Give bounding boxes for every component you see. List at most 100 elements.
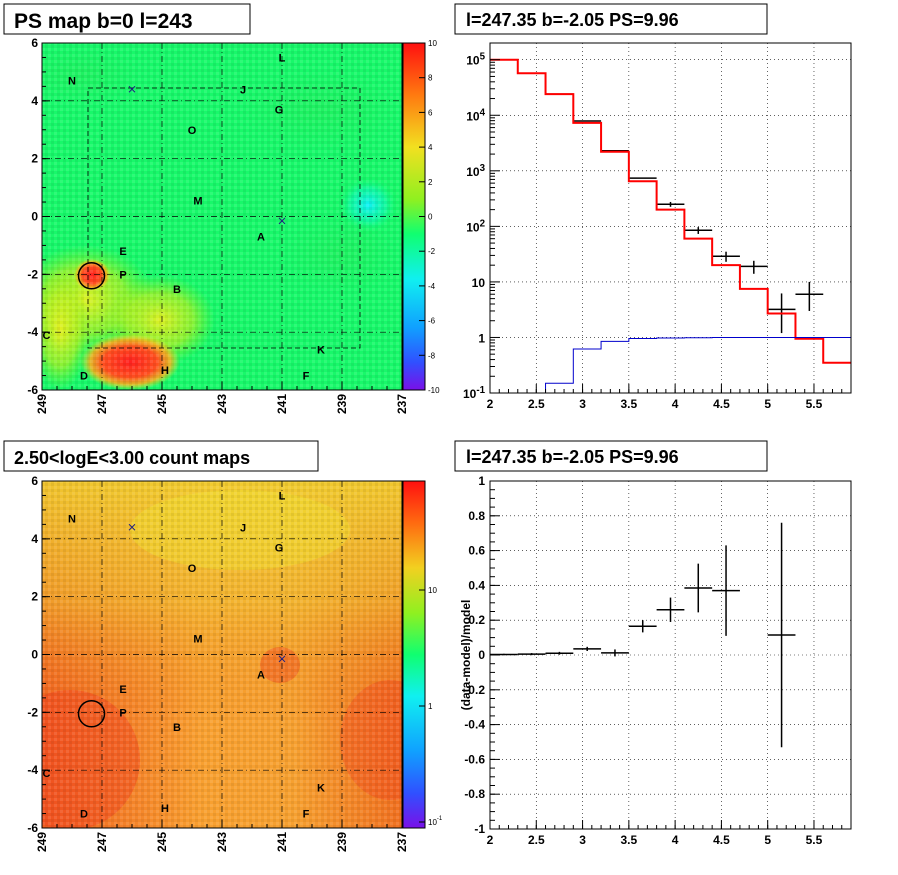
map-tick-label-y: -6 — [27, 383, 38, 397]
source-label-L: L — [279, 490, 286, 502]
count-map-panel: 2.50<logE<3.00 count maps 249 247 245 243 24… — [3, 440, 443, 852]
residual-panel: l=247.35 b=-2.05 PS=9.96 2 2.5 3 3.5 4 4.5 5 5.… — [454, 440, 852, 847]
map-tick-label-x: 247 — [95, 832, 109, 852]
spectrum-tick-label-y: 10 — [472, 276, 486, 290]
count-map-colorbar — [402, 480, 426, 829]
residual-data-point — [712, 545, 740, 636]
colorbar-tick-label: 0 — [428, 213, 433, 222]
spectrum-tick-label-y: 102 — [466, 218, 485, 234]
cross-marker-stroke — [128, 523, 136, 531]
count-map-title: 2.50<logE<3.00 count maps — [14, 448, 250, 468]
residual-tick-label-x: 4.5 — [713, 833, 730, 847]
source-label-H: H — [161, 803, 169, 815]
spectrum-data-point — [739, 260, 768, 274]
ps-map-panel: PS map b=0 l=243 249 247 245 243 241 239 237 6 4… — [3, 3, 440, 414]
residual-axes: 2 2.5 3 3.5 4 4.5 5 5.5 -1 -0.8 -0.6 -0.4 -0.2 0 0.2 0.… — [464, 474, 852, 847]
residual-tick-label-y: -0.4 — [464, 718, 485, 732]
colorbar-tick-label: -4 — [428, 282, 436, 291]
residual-tick-label-y: 0.2 — [468, 613, 485, 627]
source-label-E: E — [119, 684, 126, 696]
source-label-L: L — [279, 52, 286, 64]
spectrum-tick-label-x: 4.5 — [713, 397, 730, 411]
spectrum-tick-label-x: 2 — [487, 397, 494, 411]
colorbar-tick-label: 10-1 — [428, 816, 443, 827]
spectrum-tick-label-y: 103 — [466, 163, 485, 179]
map-tick-label-x: 245 — [155, 394, 169, 414]
map-tick-label-y: -2 — [27, 705, 38, 719]
residual-grid — [490, 481, 851, 829]
spectrum-tick-label-x: 2.5 — [528, 397, 545, 411]
spectrum-data-point — [656, 201, 685, 207]
source-label-N: N — [68, 76, 76, 88]
residual-tick-label-x: 2 — [487, 833, 494, 847]
residual-tick-label-y: 0.4 — [468, 578, 485, 592]
spectrum-grid — [490, 43, 851, 393]
cross-marker-stroke — [278, 217, 286, 225]
spectrum-tick-label-x: 3.5 — [621, 397, 638, 411]
source-label-C: C — [43, 330, 51, 342]
source-label-M: M — [193, 196, 202, 208]
colorbar-tick-label: 6 — [428, 108, 433, 117]
residual-data-point — [656, 597, 685, 622]
spectrum-tick-label-x: 4 — [672, 397, 679, 411]
map-tick-label-y: 2 — [31, 152, 38, 166]
map-tick-label-x: 243 — [215, 394, 229, 414]
cross-marker — [128, 523, 136, 531]
map-tick-label-x: 243 — [215, 832, 229, 852]
source-label-A: A — [257, 232, 265, 244]
residual-data-point — [628, 620, 657, 633]
residual-tick-label-y: -0.8 — [464, 787, 485, 801]
source-label-P: P — [119, 707, 126, 719]
residual-tick-label-x: 2.5 — [528, 833, 545, 847]
residual-tick-label-x: 4 — [672, 833, 679, 847]
residual-tick-label-x: 3 — [579, 833, 586, 847]
residual-data-point — [767, 522, 796, 748]
ps-map-grid — [42, 43, 402, 390]
residual-title: l=247.35 b=-2.05 PS=9.96 — [466, 447, 679, 467]
map-tick-label-y: 2 — [31, 590, 38, 604]
residual-tick-label-y: -0.2 — [464, 683, 485, 697]
colorbar-tick-label: -10 — [428, 386, 440, 395]
spectrum-data-point — [795, 281, 824, 311]
map-tick-label-y: -4 — [27, 763, 38, 777]
spectrum-frame — [489, 42, 852, 394]
spectrum-tick-label-x: 5.5 — [806, 397, 823, 411]
ps-map-axes: 249 247 245 243 241 239 237 6 4 2 0 -2 -4 -6 — [27, 36, 409, 414]
residual-series — [490, 522, 796, 748]
source-label-E: E — [119, 246, 126, 258]
cross-marker — [278, 655, 286, 663]
map-tick-label-x: 247 — [95, 394, 109, 414]
spectrum-series — [490, 58, 851, 393]
map-tick-label-x: 249 — [35, 832, 49, 852]
colorbar-tick-label: 8 — [428, 74, 433, 83]
map-tick-label-x: 239 — [335, 394, 349, 414]
source-label-B: B — [173, 722, 181, 734]
spectrum-panel: l=247.35 b=-2.05 PS=9.96 2 2.5 3 3.5 4 4.5 5 5.… — [454, 3, 852, 411]
colorbar-tick-label: -6 — [428, 317, 436, 326]
map-tick-label-y: -6 — [27, 821, 38, 835]
ps-map-colorbar-ticks: 10 8 6 4 2 0 -2 -4 -6 -8 -10 — [419, 39, 440, 395]
residual-title-box — [454, 440, 768, 472]
colorbar-tick-label: 1 — [428, 702, 433, 711]
count-map-colorbar-ticks: 10 1 10-1 — [419, 586, 443, 827]
source-label-O: O — [188, 125, 197, 137]
spectrum-tick-label-y: 104 — [466, 107, 485, 123]
map-tick-label-y: -4 — [27, 325, 38, 339]
colorbar-tick-label: 10 — [428, 39, 437, 48]
residual-data-point — [601, 649, 629, 657]
source-label-B: B — [173, 284, 181, 296]
colorbar-tick-label: 10 — [428, 586, 437, 595]
count-map-grid — [42, 481, 402, 828]
source-label-G: G — [275, 105, 284, 117]
cross-marker-stroke — [128, 85, 136, 93]
cross-marker — [128, 85, 136, 93]
count-map-heatmap — [42, 481, 402, 828]
map-tick-label-x: 239 — [335, 832, 349, 852]
residual-data-point — [490, 653, 518, 656]
count-map-source-labels: N L J G O M A EP B C K D H F — [43, 490, 326, 820]
colorbar-tick-label: -2 — [428, 247, 436, 256]
cross-marker-stroke — [278, 655, 286, 663]
residual-data-point — [573, 646, 602, 651]
residual-tick-label-x: 5.5 — [806, 833, 823, 847]
